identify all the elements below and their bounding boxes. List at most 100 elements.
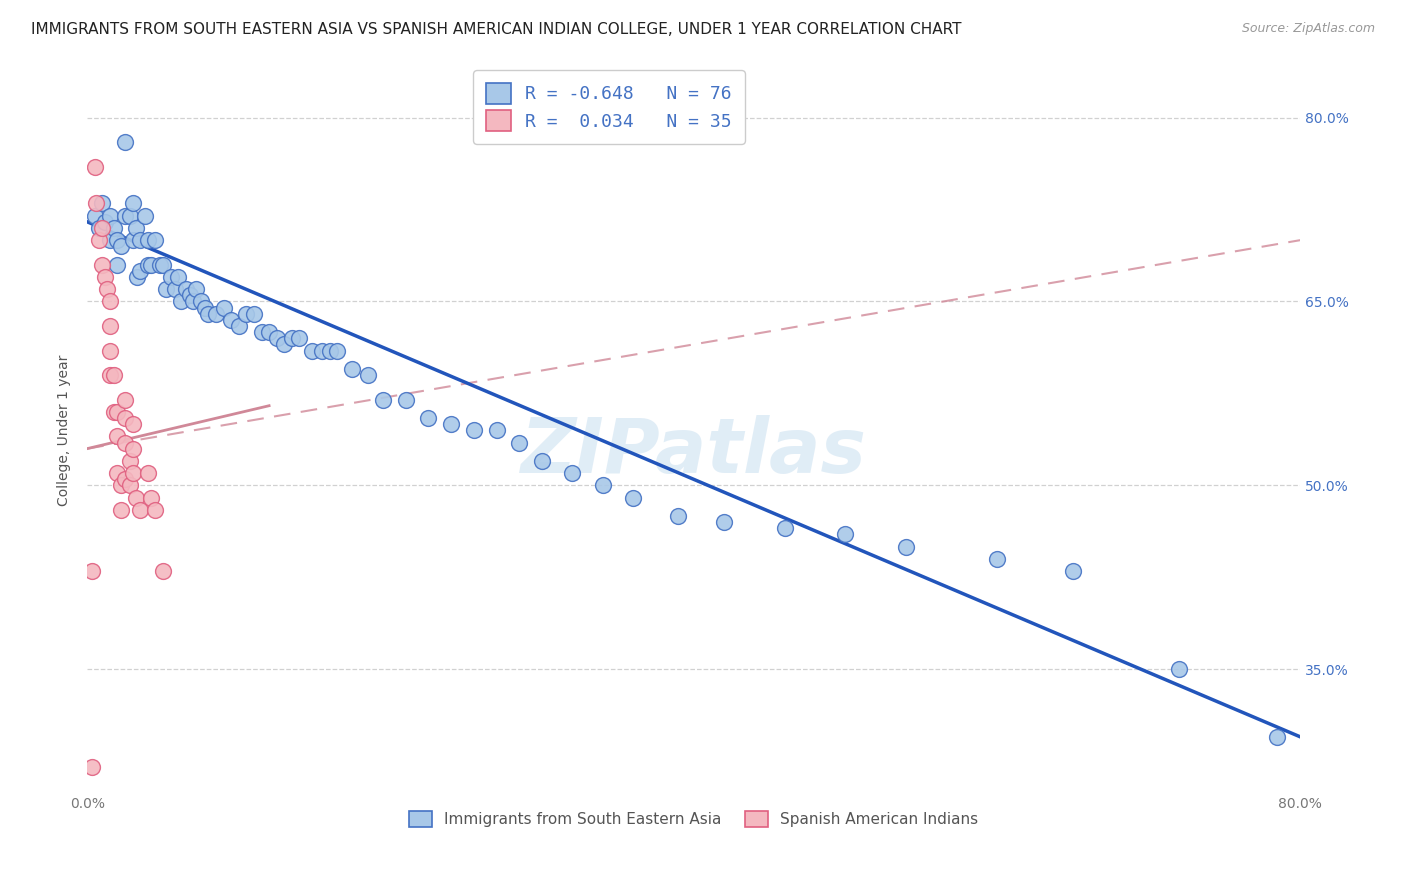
Point (103, 221, 125, 235)
Point (94, 270, 117, 285)
Point (91, 221, 114, 235)
Point (530, 454, 553, 468)
Point (114, 472, 136, 486)
Point (197, 307, 219, 321)
Point (121, 417, 143, 431)
Point (440, 417, 463, 431)
Point (561, 466, 583, 480)
Point (356, 368, 378, 382)
Point (121, 196, 143, 211)
Point (94, 215, 117, 229)
Point (124, 491, 146, 505)
Point (371, 392, 394, 407)
Point (288, 331, 311, 345)
Point (228, 318, 250, 333)
Point (170, 294, 193, 309)
Point (121, 466, 143, 480)
Text: IMMIGRANTS FROM SOUTH EASTERN ASIA VS SPANISH AMERICAN INDIAN COLLEGE, UNDER 1 Y: IMMIGRANTS FROM SOUTH EASTERN ASIA VS SP… (31, 22, 962, 37)
Point (129, 503, 152, 517)
Point (463, 423, 485, 437)
Point (107, 429, 129, 443)
Point (319, 343, 342, 358)
Point (773, 521, 796, 535)
Point (145, 233, 167, 247)
Point (136, 258, 159, 272)
Point (136, 466, 159, 480)
Y-axis label: College, Under 1 year: College, Under 1 year (58, 354, 72, 506)
Point (190, 294, 212, 309)
Point (139, 491, 162, 505)
Point (394, 392, 416, 407)
Point (181, 294, 204, 309)
Point (98, 318, 121, 333)
Point (124, 221, 146, 235)
Point (668, 509, 690, 524)
Point (894, 540, 917, 554)
Point (1265, 730, 1288, 744)
Point (155, 282, 177, 296)
Point (114, 209, 136, 223)
Legend: Immigrants from South Eastern Asia, Spanish American Indians: Immigrants from South Eastern Asia, Span… (402, 804, 986, 835)
Point (107, 233, 129, 247)
Point (145, 503, 167, 517)
Point (212, 301, 235, 315)
Point (114, 411, 136, 425)
Point (114, 135, 136, 149)
Point (107, 258, 129, 272)
Point (98, 368, 121, 382)
Point (98, 233, 121, 247)
Point (1167, 662, 1189, 676)
Point (1062, 564, 1084, 578)
Point (134, 209, 156, 223)
Point (91, 258, 114, 272)
Point (235, 307, 257, 321)
Point (301, 343, 323, 358)
Point (114, 392, 136, 407)
Point (91, 196, 114, 211)
Point (986, 552, 1008, 566)
Point (118, 478, 141, 492)
Point (485, 423, 508, 437)
Point (129, 233, 152, 247)
Point (186, 282, 208, 296)
Point (107, 466, 129, 480)
Point (418, 411, 440, 425)
Point (152, 564, 174, 578)
Point (342, 362, 364, 376)
Point (118, 454, 141, 468)
Point (136, 233, 159, 247)
Point (110, 478, 132, 492)
Text: ZIPatlas: ZIPatlas (520, 415, 866, 489)
Point (149, 258, 172, 272)
Point (174, 282, 197, 296)
Point (84, 196, 107, 211)
Point (89, 221, 111, 235)
Point (98, 294, 121, 309)
Point (508, 435, 530, 450)
Point (159, 270, 181, 285)
Point (83, 160, 105, 174)
Point (80, 760, 103, 774)
Point (103, 405, 125, 419)
Point (83, 209, 105, 223)
Point (250, 325, 273, 339)
Point (110, 503, 132, 517)
Point (107, 405, 129, 419)
Point (257, 325, 280, 339)
Point (167, 270, 190, 285)
Point (118, 209, 141, 223)
Point (96, 282, 118, 296)
Point (592, 478, 614, 492)
Point (129, 264, 152, 278)
Point (281, 331, 304, 345)
Point (326, 343, 349, 358)
Point (834, 527, 856, 541)
Point (89, 233, 111, 247)
Point (127, 270, 149, 285)
Point (165, 282, 187, 296)
Point (80, 564, 103, 578)
Point (713, 515, 735, 529)
Point (179, 288, 201, 302)
Point (243, 307, 266, 321)
Text: Source: ZipAtlas.com: Source: ZipAtlas.com (1241, 22, 1375, 36)
